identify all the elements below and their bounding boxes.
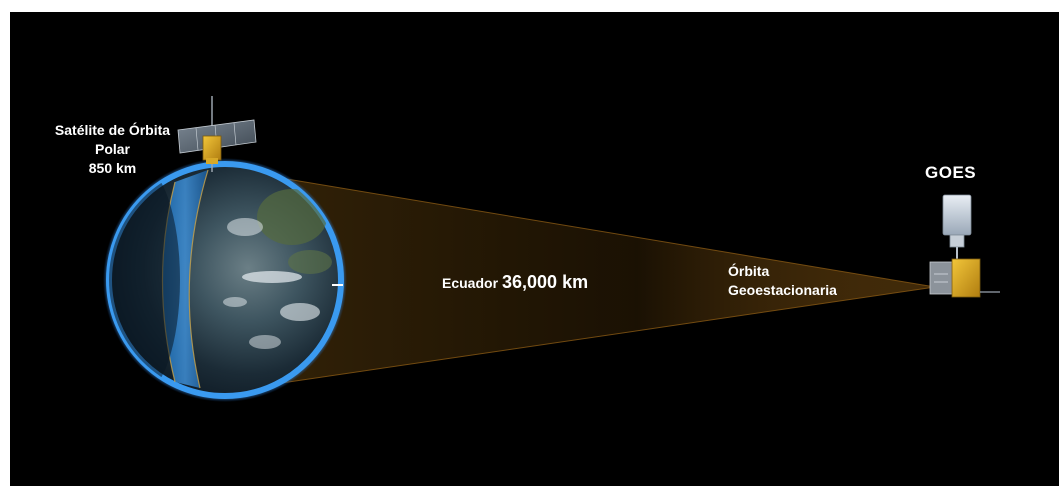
polar-satellite-label-line2: Polar — [94, 141, 130, 157]
polar-satellite-label: Satélite de Órbita Polar 850 km — [10, 121, 215, 178]
equator-label: Ecuador 36,000 km — [442, 272, 588, 293]
geostationary-orbit-label-line2: Geoestacionaria — [728, 282, 837, 298]
orbit-illustration — [103, 96, 1000, 402]
equator-name: Ecuador — [442, 275, 499, 291]
geostationary-orbit-label-line1: Órbita — [728, 263, 770, 279]
earth-globe — [103, 158, 347, 402]
geostationary-orbit-label: Órbita Geoestacionaria — [728, 262, 837, 300]
geostationary-view-cone — [275, 177, 935, 384]
goes-satellite-icon — [929, 194, 1000, 298]
diagram-canvas: Satélite de Órbita Polar 850 km Ecuador 3… — [10, 12, 1059, 486]
geostationary-distance: 36,000 km — [502, 272, 589, 292]
polar-satellite-label-line3: 850 km — [88, 160, 137, 176]
goes-label: GOES — [925, 163, 977, 182]
polar-satellite-label-line1: Satélite de Órbita — [54, 122, 171, 138]
polar-satellite-icon — [177, 96, 257, 172]
